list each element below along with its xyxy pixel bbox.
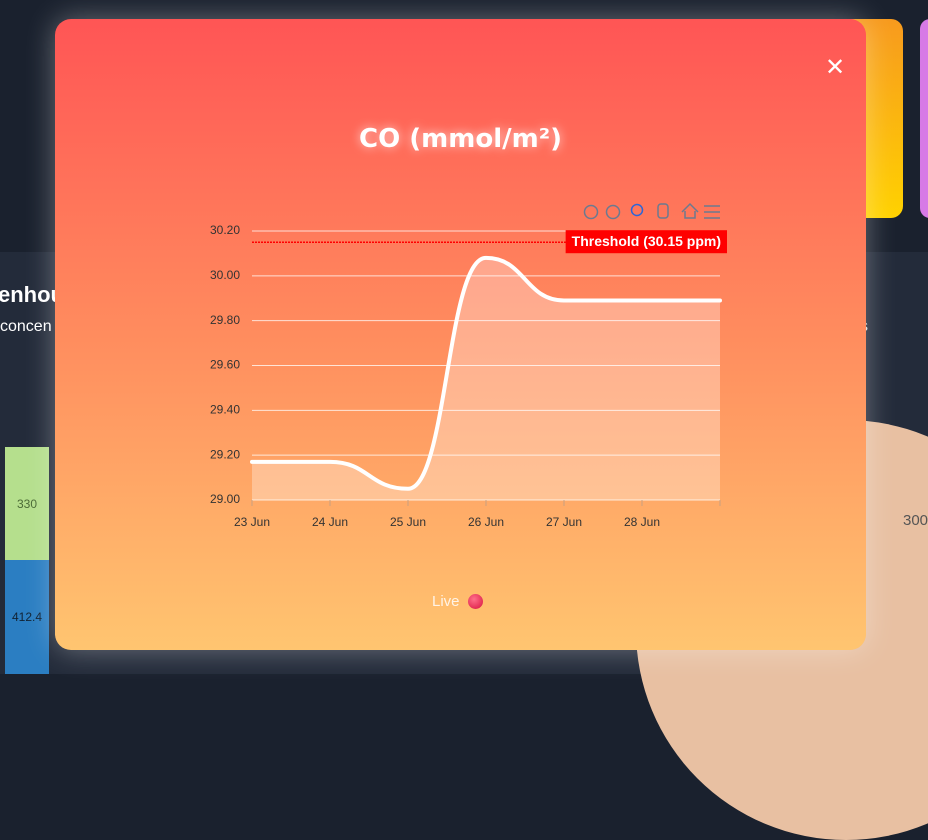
modal [55,19,866,650]
live-dot [467,594,483,609]
page: enhou concen s 300 330 412.4 ✕ CO (mmol/… [0,19,928,840]
reset[interactable] [681,202,699,219]
close-button[interactable]: ✕ [824,53,846,81]
threshold-label: Threshold (30.15 ppm) [565,230,727,254]
y-tick-label: 29.20 [210,447,240,461]
bar-segment: 412.4 [5,560,49,674]
pan[interactable] [657,203,669,219]
section-subtext: concen [0,318,52,335]
x-tick-label: 24 Jun [312,515,348,529]
y-tick-label: 29.60 [210,358,240,372]
y-tick-label: 30.00 [210,268,240,282]
chart: 29.00 29.20 29.40 29.60 29.80 30.00 30.20 23 Ju… [210,202,727,529]
x-tick-label: 23 Jun [234,515,270,529]
area [252,257,720,500]
y-tick-label: 30.20 [210,223,240,237]
y-tick-label: 29.00 [210,492,240,506]
bar-label: 412.4 [11,610,43,624]
y-tick-label: 29.80 [210,313,240,327]
menu[interactable] [704,205,720,219]
zoom-select[interactable] [630,203,644,217]
toolbar [583,202,720,220]
line [250,255,722,491]
bar-label: 330 [16,496,38,511]
donut-label: 300 [903,512,928,529]
x-tick-label: 28 Jun [624,515,660,529]
threshold-label-bg [565,230,727,254]
stat-card[interactable] [920,19,928,218]
threshold-label-text: Threshold (30.15 ppm) [572,233,721,249]
y-tick-label: 29.40 [210,403,240,417]
bar-segment: 330 [5,447,49,560]
live-label: Live [432,593,460,610]
x-tick-label: 25 Jun [390,515,426,529]
x-tick-label: 27 Jun [546,515,582,529]
zoom-out[interactable] [605,204,621,220]
section-heading: enhou [0,282,64,307]
zoom-in[interactable] [583,204,599,220]
x-tick-label: 26 Jun [468,515,504,529]
live-indicator: Live [432,593,483,610]
chart-title: CO (mmol/m²) [359,124,562,154]
